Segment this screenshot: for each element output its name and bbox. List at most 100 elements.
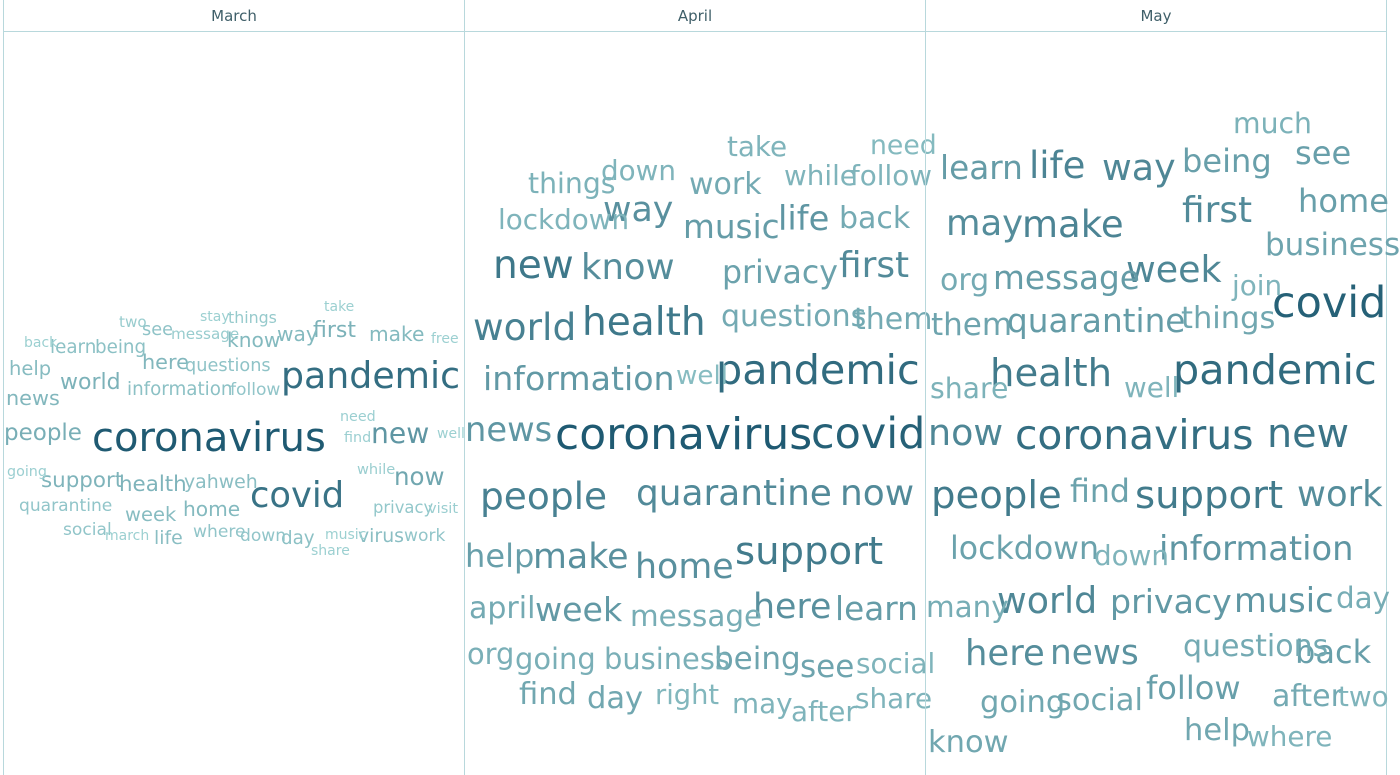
- panel-march: March coronavirus pandemic covid new now peop…: [3, 0, 464, 775]
- word-know: know: [928, 728, 1009, 759]
- word-pandemic: pandemic: [716, 350, 920, 391]
- word-social: social: [856, 650, 935, 678]
- word-while: while: [357, 463, 395, 478]
- word-new: new: [1267, 415, 1349, 455]
- word-now: now: [928, 415, 1003, 451]
- word-make: make: [533, 540, 629, 575]
- word-help: help: [1184, 716, 1250, 747]
- word-way: way: [277, 324, 318, 344]
- word-music: music: [683, 211, 780, 244]
- word-quarantine: quarantine: [1007, 305, 1185, 338]
- word-stay: stay: [200, 310, 230, 324]
- word-going: going: [7, 465, 47, 479]
- word-here: here: [753, 590, 831, 625]
- word-pandemic: pandemic: [1173, 350, 1377, 391]
- word-information: information: [483, 362, 675, 395]
- panel-may: May covid pandemic coronavirus new people sup…: [925, 0, 1387, 775]
- word-privacy: privacy: [373, 500, 433, 516]
- word-information: information: [127, 381, 233, 399]
- word-business: business: [1265, 230, 1400, 261]
- word-week: week: [535, 593, 622, 626]
- word-follow: follow: [230, 382, 280, 399]
- word-where: where: [193, 524, 246, 541]
- word-follow: follow: [850, 162, 932, 190]
- word-where: where: [1247, 723, 1332, 751]
- word-lockdown: lockdown: [950, 534, 1099, 566]
- word-while: while: [784, 162, 857, 190]
- word-going: going: [980, 688, 1065, 719]
- word-being: being: [95, 339, 146, 357]
- word-music: music: [1234, 584, 1334, 618]
- word-down: down: [601, 157, 676, 185]
- word-health: health: [119, 474, 187, 495]
- word-privacy: privacy: [1110, 585, 1232, 618]
- word-news: news: [465, 413, 552, 447]
- word-may: may: [732, 690, 793, 718]
- word-first: first: [313, 320, 356, 342]
- word-message: message: [171, 327, 239, 342]
- word-week: week: [1126, 252, 1222, 288]
- panel-april: April coronavirus covid pandemic new health s…: [464, 0, 925, 775]
- panel-header-march: March: [4, 0, 464, 32]
- word-find: find: [1070, 477, 1130, 509]
- word-coronavirus: coronavirus: [1015, 415, 1253, 456]
- word-work: work: [689, 170, 762, 200]
- word-information: information: [1159, 532, 1353, 566]
- word-things: things: [228, 310, 277, 326]
- word-support: support: [1135, 477, 1283, 516]
- word-here: here: [965, 636, 1045, 671]
- word-march: march: [105, 529, 149, 543]
- word-visit: visit: [428, 502, 458, 517]
- word-quarantine: quarantine: [636, 476, 832, 512]
- word-after: after: [1272, 682, 1343, 712]
- word-share: share: [311, 544, 350, 558]
- word-take: take: [324, 300, 354, 314]
- word-way: way: [1102, 150, 1176, 186]
- word-well: well: [676, 363, 728, 389]
- word-covid: covid: [250, 478, 344, 513]
- word-health: health: [582, 303, 706, 342]
- word-people: people: [931, 477, 1062, 516]
- word-work: work: [1297, 477, 1383, 512]
- word-here: here: [142, 352, 189, 373]
- word-things: things: [1181, 304, 1275, 335]
- word-quarantine: quarantine: [19, 498, 112, 515]
- word-take: take: [727, 133, 787, 161]
- word-join: join: [1232, 272, 1282, 300]
- word-questions: questions: [1183, 632, 1328, 662]
- word-message: message: [993, 262, 1140, 295]
- word-after: after: [791, 698, 857, 726]
- word-now: now: [394, 465, 445, 490]
- word-day: day: [1336, 584, 1390, 613]
- word-covid: covid: [1272, 282, 1386, 325]
- word-new: new: [493, 246, 574, 285]
- word-now: now: [840, 476, 914, 512]
- word-world: world: [473, 309, 576, 347]
- word-two: two: [1338, 683, 1389, 711]
- word-message: message: [630, 602, 762, 631]
- word-share: share: [855, 685, 932, 713]
- word-help: help: [465, 540, 534, 572]
- word-back: back: [24, 336, 57, 350]
- word-day: day: [587, 684, 643, 715]
- word-make: make: [1022, 206, 1124, 243]
- word-privacy: privacy: [722, 258, 838, 290]
- word-life: life: [154, 529, 183, 548]
- word-news: news: [6, 388, 60, 409]
- word-covid: covid: [811, 413, 925, 456]
- word-coronavirus: coronavirus: [92, 418, 326, 458]
- word-find: find: [344, 431, 371, 445]
- word-need: need: [340, 410, 376, 424]
- word-pandemic: pandemic: [281, 358, 460, 394]
- word-business: business: [604, 645, 730, 674]
- word-world: world: [60, 372, 121, 394]
- word-life: life: [778, 202, 829, 236]
- word-people: people: [480, 478, 607, 516]
- word-home: home: [635, 550, 734, 585]
- word-well: well: [1124, 374, 1179, 402]
- panel-header-april: April: [465, 0, 925, 32]
- word-down: down: [240, 528, 286, 545]
- word-may: may: [946, 206, 1023, 241]
- word-support: support: [41, 470, 123, 491]
- word-home: home: [183, 499, 240, 519]
